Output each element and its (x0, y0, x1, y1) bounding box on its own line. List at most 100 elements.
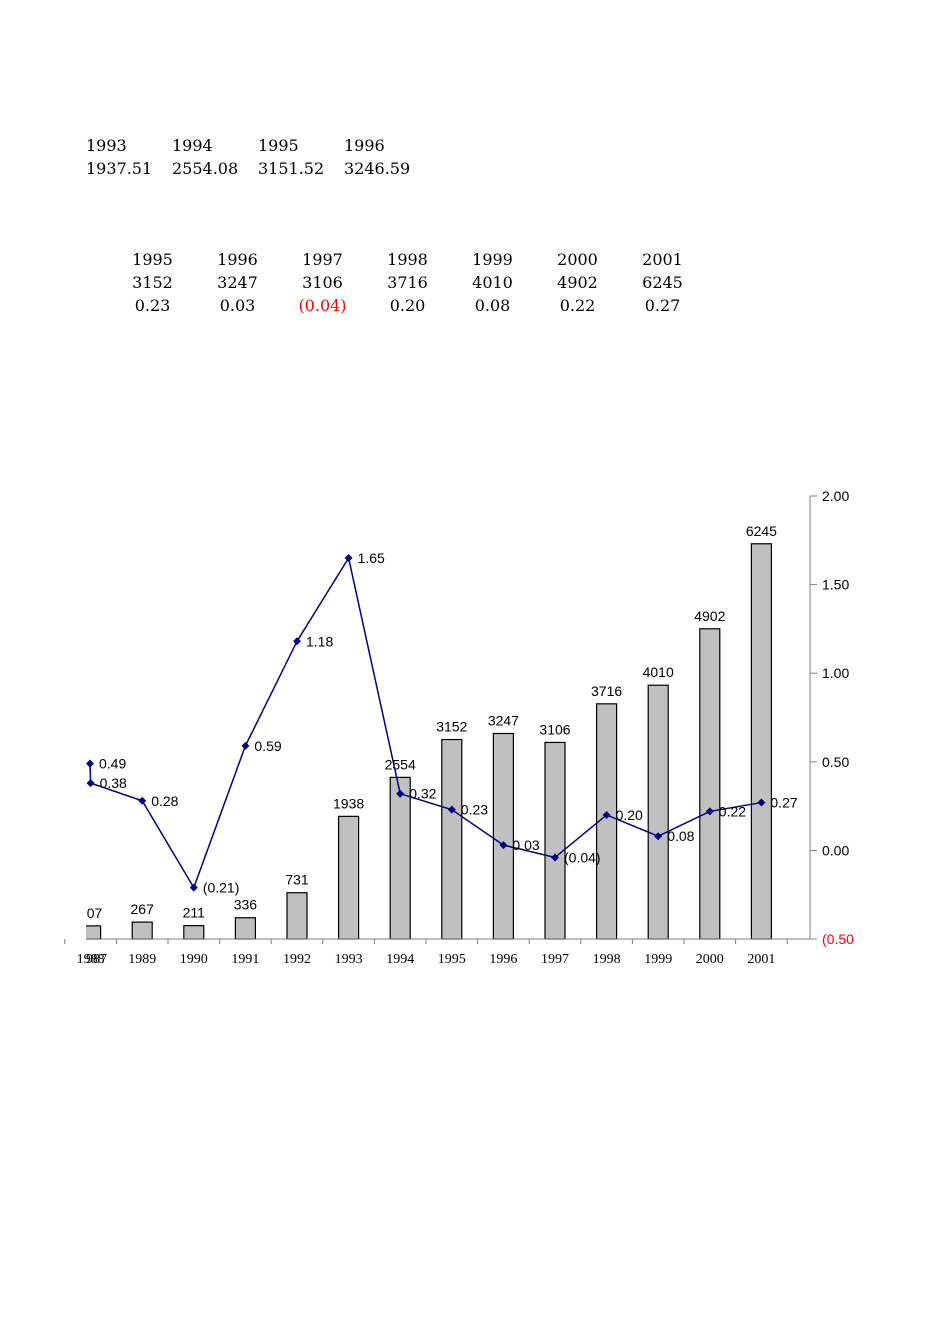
table-cell: 1995 (258, 136, 299, 155)
line-series (86, 554, 766, 892)
line-marker (241, 741, 250, 750)
table-cell: 2001 (642, 250, 683, 269)
bar-value-label: 4010 (643, 664, 674, 680)
line-marker (602, 810, 611, 819)
table-cell: 3151.52 (258, 159, 325, 178)
line-value-label: 0.27 (770, 795, 797, 811)
x-tick-label: 1995 (438, 952, 466, 967)
table-cell: 1993 (86, 136, 127, 155)
line-marker (499, 841, 508, 850)
line-value-label: 0.49 (99, 756, 126, 772)
x-tick-label: 1992 (283, 952, 311, 967)
line-value-label: 0.28 (151, 793, 178, 809)
line-marker (86, 759, 94, 768)
bar (86, 925, 102, 940)
line-marker (189, 883, 198, 892)
bar-value-label: 2554 (385, 756, 416, 772)
table-cell: 3246.59 (344, 159, 411, 178)
bar-value-label: 731 (285, 872, 309, 888)
bar-value-label: 267 (131, 901, 155, 917)
bar (286, 892, 308, 940)
y2-tick-label: 1.50 (822, 577, 849, 593)
bar (441, 738, 463, 940)
table-cell: 3247 (217, 273, 258, 292)
bar-value-label: 4902 (694, 608, 725, 624)
table-cell: 6245 (642, 273, 683, 292)
x-tick-label: 1989 (128, 952, 156, 967)
line-marker (757, 798, 766, 807)
y2-tick-label: 2.00 (822, 488, 849, 504)
bar (183, 925, 205, 940)
line-marker (344, 554, 353, 563)
x-tick-label: 2001 (747, 952, 775, 967)
bar-value-label: 3106 (539, 721, 570, 737)
table-cell: 1995 (132, 250, 173, 269)
combo-chart: 50 207 267 211 336 731 1938 2554 3152 3247 3106 371… (29, 488, 854, 967)
line-value-label: 0.23 (461, 802, 488, 818)
line-value-label: (0.04) (564, 849, 601, 865)
table-cell: 1997 (302, 250, 343, 269)
x-tick-label: 1997 (541, 952, 569, 967)
y2-tick-label: (0.50 (822, 931, 854, 947)
line-value-label: (0.21) (203, 880, 240, 896)
line-marker (293, 637, 301, 646)
line-value-label: 1.65 (358, 550, 385, 566)
table-cell: 1998 (387, 250, 428, 269)
table-cell: 1937.51 (86, 159, 153, 178)
line-value-label: 0.22 (719, 803, 746, 819)
table-cell: 4902 (557, 273, 598, 292)
bar-value-label: 3152 (436, 719, 467, 735)
line-value-label: 0.59 (254, 738, 281, 754)
bar (338, 815, 360, 940)
bar-value-label: 50 (31, 909, 47, 925)
chart-labels: 0.49 0.38 0.28 (0.21) 0.59 1.18 1.65 0.32 0.23 0.… (99, 550, 798, 896)
table-cell: 0.23 (134, 296, 171, 315)
x-tick-label: 1998 (593, 952, 621, 967)
table-cell: 3152 (132, 273, 173, 292)
line-value-label: 0.20 (616, 807, 643, 823)
bar-value-label: 1938 (333, 795, 364, 811)
bar-value-label: 336 (234, 897, 258, 913)
line-marker (86, 779, 95, 788)
table-cell: 0.03 (219, 296, 256, 315)
line-marker (138, 796, 147, 805)
line-value-label: 1.18 (306, 633, 333, 649)
table-row: 3152 3247 3106 3716 4010 4902 6245 (110, 271, 705, 294)
bar-series: 50 207 267 211 336 731 1938 2554 3152 3247 3106 371… (29, 523, 777, 940)
line-marker (705, 807, 714, 816)
bar (29, 930, 49, 939)
x-tick-label: 1988 (77, 952, 105, 967)
line-value-label: 0.38 (100, 775, 127, 791)
table-growth: 1995 1996 1997 1998 1999 2000 2001 3152 … (110, 248, 705, 317)
table-cell: (0.04) (298, 296, 347, 315)
bar (544, 741, 566, 940)
x-tick-label: 1991 (231, 952, 259, 967)
x-tick-label: 1990 (180, 952, 208, 967)
bar (750, 543, 773, 940)
table-cell: 2554.08 (172, 159, 239, 178)
table-cell: 0.22 (559, 296, 596, 315)
table-cell: 3106 (302, 273, 343, 292)
table-cell: 2000 (557, 250, 598, 269)
bar (492, 732, 514, 940)
bar (647, 684, 669, 940)
x-tick-label: 1994 (386, 952, 414, 967)
x-tick-label: 1999 (644, 952, 672, 967)
bar-value-label: 211 (183, 905, 206, 921)
table-cell: 1994 (172, 136, 213, 155)
y2-tick-label: 0.50 (822, 754, 849, 770)
bar-value-label: 207 (79, 905, 103, 921)
line-marker (447, 805, 456, 814)
x-tick-label: 1996 (489, 952, 517, 967)
table-row: 1937.51 2554.08 3151.52 3246.59 (86, 157, 430, 180)
table-row: 1995 1996 1997 1998 1999 2000 2001 (110, 248, 705, 271)
table-cell: 1999 (472, 250, 513, 269)
line-marker (551, 853, 559, 862)
line-marker (654, 832, 663, 841)
bar (131, 921, 153, 940)
table-cell: 0.20 (389, 296, 426, 315)
table-cell: 1996 (217, 250, 258, 269)
table-cell: 1996 (344, 136, 385, 155)
bar-value-label: 3716 (591, 683, 622, 699)
